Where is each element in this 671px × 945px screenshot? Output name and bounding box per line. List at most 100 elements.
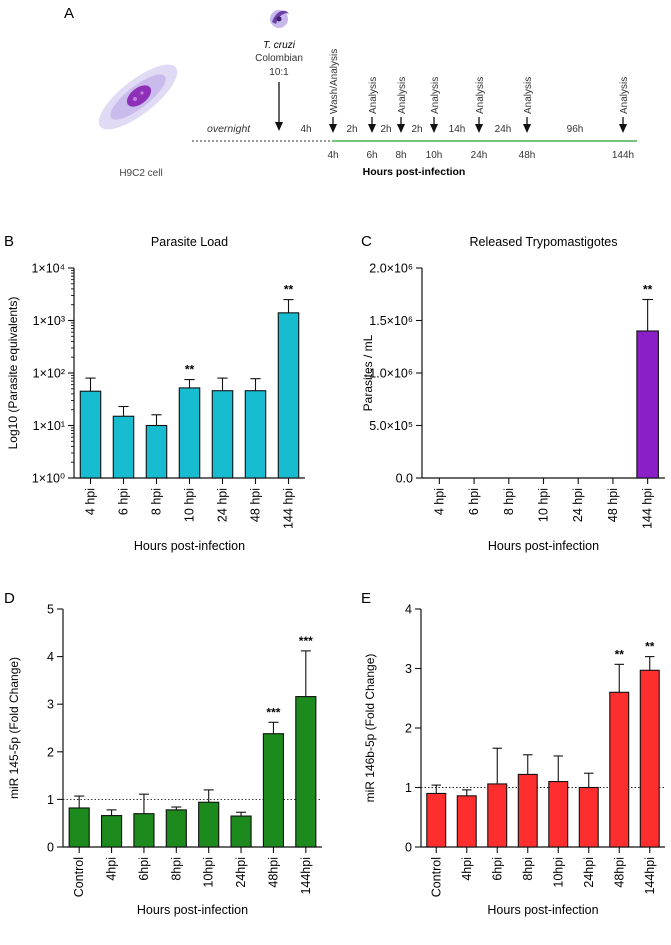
bar: [636, 330, 659, 479]
x-axis-title: Hours post-infection: [137, 903, 248, 917]
panel-b-letter: B: [4, 233, 14, 250]
x-tick-label: 10 hpi: [183, 488, 197, 522]
infection-arrowhead: [275, 122, 283, 131]
y-tick-label: 1.0×10⁶: [369, 367, 413, 381]
bar: [211, 390, 234, 479]
x-tick-label: 8hpi: [169, 857, 183, 881]
timepoint-hour-label: 144h: [612, 150, 634, 161]
x-tick-label: Control: [429, 857, 443, 897]
x-tick-label: 4 hpi: [432, 488, 446, 515]
timepoint-arrowhead: [329, 124, 337, 133]
y-axis-title: miR 145-5p (Fold Change): [7, 657, 21, 799]
significance-label: **: [185, 363, 195, 377]
bar: [578, 786, 599, 848]
significance-label: ***: [299, 634, 313, 648]
x-axis-title: Hours post-infection: [488, 539, 599, 553]
panel-d-letter: D: [4, 590, 15, 607]
y-tick-label: 1×10²: [33, 367, 65, 381]
interval-label: 14h: [449, 124, 466, 135]
x-tick-label: 144 hpi: [641, 488, 655, 529]
x-tick-label: 144hpi: [299, 857, 313, 895]
interval-label: 96h: [567, 124, 584, 135]
bar: [517, 773, 538, 848]
x-axis-title: Hours post-infection: [134, 539, 245, 553]
panel-c-released-trypomastigotes-chart: C Released Trypomastigotes 0.0 5.0×10⁵ 1.0×…: [361, 233, 665, 553]
x-tick-label: 10 hpi: [537, 488, 551, 522]
x-tick-label: 10hpi: [551, 857, 565, 888]
y-tick-label: 1: [405, 781, 412, 795]
panel-a: A H9C2 cell T. cruzi Colombian 10:1 over…: [64, 5, 637, 179]
timepoint-event-label: Wash/Analysis: [329, 49, 340, 114]
x-tick-label: 6hpi: [490, 857, 504, 881]
timeline-axis-title: Hours post-infection: [363, 166, 466, 178]
interval-label: 4h: [300, 124, 311, 135]
bar: [79, 390, 102, 479]
overnight-label: overnight: [207, 123, 251, 135]
x-tick-label: Control: [72, 857, 86, 897]
timepoint-hour-label: 48h: [519, 150, 536, 161]
bar: [456, 795, 477, 848]
bar: [639, 669, 660, 848]
bar: [198, 801, 220, 848]
timepoint-arrowhead: [619, 124, 627, 133]
x-tick-label: 144hpi: [643, 857, 657, 895]
interval-label: 2h: [380, 124, 391, 135]
y-tick-label: 1×10⁴: [31, 262, 65, 276]
timepoint-hour-label: 4h: [327, 150, 338, 161]
timepoint-hour-label: 10h: [426, 150, 443, 161]
bar: [295, 696, 317, 848]
timepoint-event-label: Analysis: [523, 77, 534, 114]
bar: [262, 733, 285, 848]
chart-title: Parasite Load: [151, 235, 228, 249]
y-tick-label: 2.0×10⁶: [369, 262, 413, 276]
y-tick-label: 1×10⁰: [32, 472, 65, 486]
interval-label: 2h: [411, 124, 422, 135]
x-tick-label: 4hpi: [105, 857, 119, 881]
bar: [100, 815, 123, 848]
y-tick-label: 1×10¹: [33, 419, 65, 433]
timepoint-hour-label: 6h: [366, 150, 377, 161]
y-tick-label: 0: [405, 841, 412, 855]
y-tick-label: 5: [47, 603, 54, 617]
x-axis-title: Hours post-infection: [487, 903, 598, 917]
h9c2-cell-illustration: [98, 64, 178, 130]
panel-d-mir145-chart: D 0 1 2 3 4 5 miR 145-5p (Fold Change) Control 4…: [4, 590, 322, 917]
panel-e-mir146b-chart: E 0 1 2 3 4 miR 146b-5p (Fold Change) Control 4…: [361, 590, 665, 917]
bar: [178, 387, 201, 479]
bar: [277, 312, 300, 479]
timepoint-arrowhead: [430, 124, 438, 133]
significance-label: **: [615, 647, 625, 661]
significance-label: **: [284, 283, 294, 297]
timepoint-hour-label: 24h: [471, 150, 488, 161]
y-tick-label: 0.0: [396, 472, 413, 486]
timepoint-event-label: Analysis: [368, 77, 379, 114]
x-tick-label: 6hpi: [137, 857, 151, 881]
x-tick-label: 48hpi: [266, 857, 280, 888]
panel-b-parasite-load-chart: B Parasite Load 1×10⁰ 1×10¹ 1×10² 1×10³ 1×10⁴…: [4, 233, 305, 553]
bar: [244, 390, 267, 479]
timepoint-arrowhead: [368, 124, 376, 133]
bar: [165, 809, 187, 848]
bar: [112, 415, 135, 479]
x-tick-label: 144 hpi: [282, 488, 296, 529]
timepoint-event-label: Analysis: [475, 77, 486, 114]
y-tick-label: 0: [47, 841, 54, 855]
bar: [548, 780, 569, 848]
x-tick-label: 48 hpi: [606, 488, 620, 522]
x-tick-label: 48 hpi: [249, 488, 263, 522]
interval-label: 2h: [346, 124, 357, 135]
bar: [68, 807, 90, 848]
trypanosome-icon: [270, 10, 289, 28]
x-tick-label: 24 hpi: [571, 488, 585, 522]
y-tick-label: 4: [405, 603, 412, 617]
parasite-strain: Colombian: [255, 53, 303, 64]
timepoint-event-label: Analysis: [430, 77, 441, 114]
y-tick-label: 1: [47, 793, 54, 807]
y-axis-title: miR 146b-5p (Fold Change): [363, 654, 377, 803]
timepoint-event-label: Analysis: [619, 77, 630, 114]
y-axis-title: Log10 (Parasite equivalents): [6, 297, 20, 450]
y-axis-title: Parasites / mL: [361, 334, 375, 411]
timepoint-arrowhead: [475, 124, 483, 133]
y-tick-label: 1.5×10⁶: [369, 314, 413, 328]
